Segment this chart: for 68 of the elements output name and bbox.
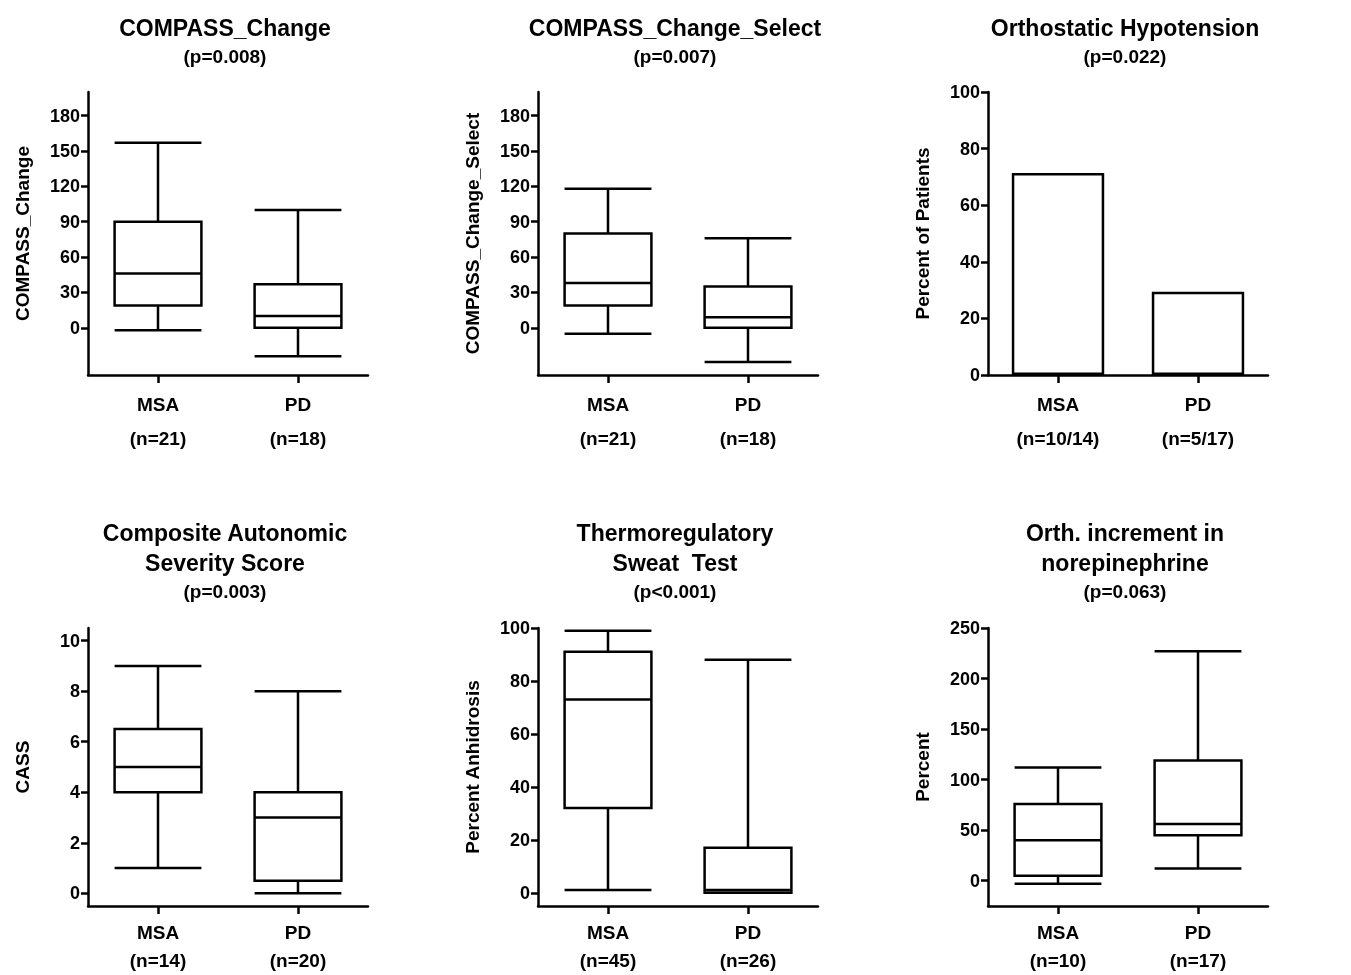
y-tick-label: 250 bbox=[949, 618, 980, 638]
x-tick-label: MSA (n=14) bbox=[129, 921, 187, 971]
y-tick-label: 4 bbox=[69, 782, 80, 803]
y-tick-label: 120 bbox=[499, 176, 530, 197]
chart-title: Orthostatic Hypotension bbox=[990, 15, 1260, 41]
y-tick-label: 150 bbox=[49, 140, 80, 161]
chart-subtitle: (p=0.007) bbox=[633, 46, 717, 67]
y-tick-label: 180 bbox=[49, 105, 80, 126]
y-axis-title: Percent Anhidrosis bbox=[462, 680, 483, 854]
y-tick-label: 30 bbox=[59, 282, 80, 303]
y-tick-label: 50 bbox=[959, 820, 980, 841]
y-tick-label: 6 bbox=[69, 731, 80, 752]
x-tick-label: PD (n=26) bbox=[719, 921, 777, 971]
x-tick-label: MSA (n=21) bbox=[579, 393, 637, 449]
x-tick-label: PD (n=5/17) bbox=[1161, 393, 1235, 449]
y-tick-label: 150 bbox=[949, 719, 980, 740]
y-tick-label: 0 bbox=[519, 882, 530, 903]
y-tick-label: 60 bbox=[509, 247, 530, 268]
y-axis-title: CASS bbox=[12, 740, 33, 794]
y-tick-label: 20 bbox=[959, 308, 980, 329]
x-tick-label: MSA (n=21) bbox=[129, 393, 187, 449]
x-tick-label: PD (n=17) bbox=[1169, 921, 1227, 971]
y-tick-label: 30 bbox=[509, 282, 530, 303]
x-tick-label: PD (n=20) bbox=[269, 921, 327, 971]
y-tick-label: 10 bbox=[59, 630, 80, 651]
y-tick-label: 90 bbox=[59, 211, 80, 232]
x-tick-label: MSA (n=45) bbox=[579, 921, 637, 971]
y-tick-label: 120 bbox=[49, 176, 80, 197]
chart-title: Orth. increment in norepinephrine bbox=[1025, 520, 1225, 576]
y-tick-label: 0 bbox=[969, 365, 980, 385]
y-tick-label: 0 bbox=[69, 883, 80, 904]
y-tick-label: 150 bbox=[499, 140, 530, 161]
y-tick-label: 40 bbox=[959, 251, 980, 272]
chart-title: Composite Autonomic Severity Score bbox=[102, 520, 348, 576]
y-tick-label: 8 bbox=[69, 681, 80, 702]
chart-subtitle: (p=0.003) bbox=[183, 581, 267, 602]
y-tick-label: 60 bbox=[59, 247, 80, 268]
y-tick-label: 60 bbox=[509, 723, 530, 744]
y-axis-title: Percent of Patients bbox=[912, 147, 933, 320]
chart-title: COMPASS_Change_Select bbox=[528, 15, 822, 41]
x-tick-label: MSA (n=10) bbox=[1029, 921, 1087, 971]
chart-subtitle: (p=0.022) bbox=[1083, 46, 1167, 67]
y-tick-label: 180 bbox=[499, 105, 530, 126]
y-tick-label: 200 bbox=[949, 668, 980, 689]
y-axis-title: COMPASS_Change_Select bbox=[462, 112, 483, 355]
y-tick-label: 80 bbox=[509, 670, 530, 691]
x-tick-label: MSA (n=10/14) bbox=[1016, 393, 1100, 449]
y-tick-label: 100 bbox=[949, 82, 980, 102]
chart-title: Thermoregulatory Sweat Test bbox=[576, 520, 774, 576]
chart-subtitle: (p=0.008) bbox=[183, 46, 267, 67]
y-tick-label: 40 bbox=[509, 776, 530, 797]
y-axis-title: Percent bbox=[912, 731, 933, 802]
y-tick-label: 100 bbox=[949, 769, 980, 790]
chart-subtitle: (p=0.063) bbox=[1083, 581, 1167, 602]
y-tick-label: 100 bbox=[499, 618, 530, 638]
chart-title: COMPASS_Change bbox=[119, 15, 331, 41]
y-axis-title: COMPASS_Change bbox=[12, 146, 33, 321]
y-tick-label: 90 bbox=[509, 211, 530, 232]
x-tick-label: PD (n=18) bbox=[719, 393, 777, 449]
y-tick-label: 20 bbox=[509, 829, 530, 850]
y-tick-label: 80 bbox=[959, 138, 980, 159]
y-tick-label: 2 bbox=[69, 832, 80, 853]
chart-subtitle: (p<0.001) bbox=[633, 581, 717, 602]
x-tick-label: PD (n=18) bbox=[269, 393, 327, 449]
y-tick-label: 0 bbox=[69, 317, 80, 338]
y-tick-label: 0 bbox=[519, 317, 530, 338]
y-tick-label: 60 bbox=[959, 195, 980, 216]
y-tick-label: 0 bbox=[969, 870, 980, 891]
